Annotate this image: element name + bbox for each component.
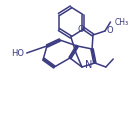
Text: O: O <box>107 25 113 34</box>
Text: O: O <box>78 24 84 33</box>
Text: N: N <box>85 60 92 70</box>
Text: HO: HO <box>11 49 24 58</box>
Text: CH₃: CH₃ <box>114 18 128 27</box>
